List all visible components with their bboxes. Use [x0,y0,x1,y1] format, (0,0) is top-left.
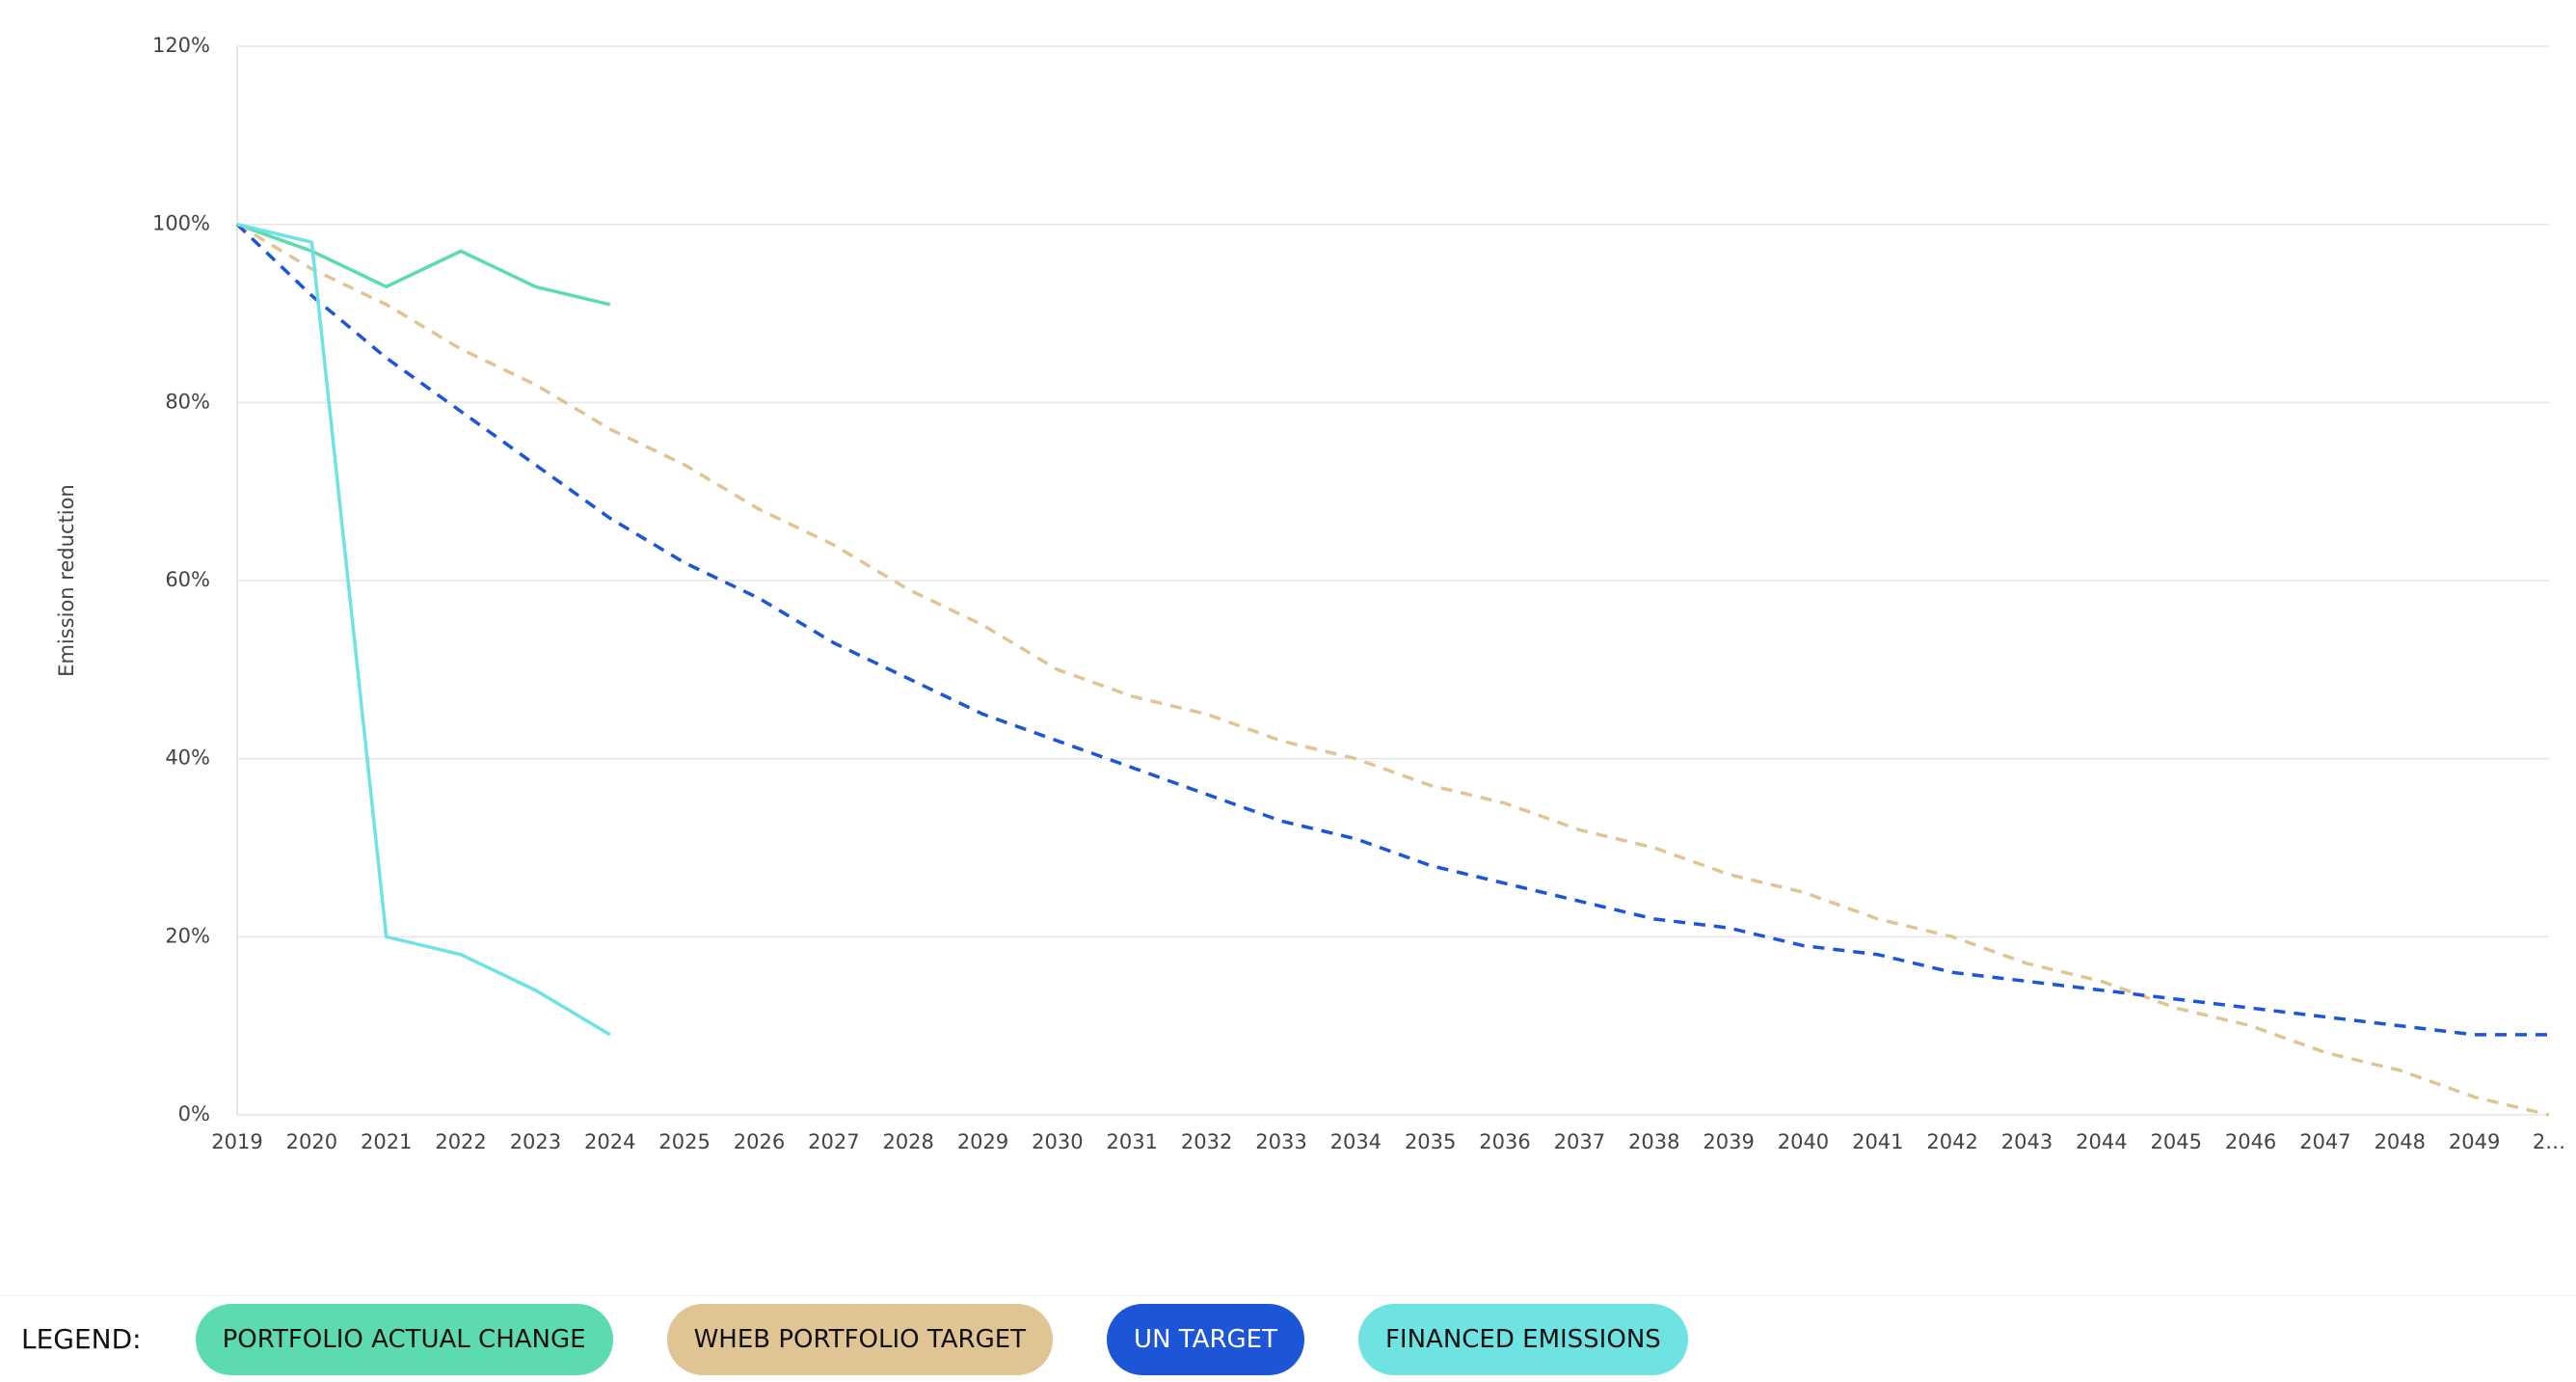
x-tick-label: 2037 [1554,1130,1605,1153]
x-tick-label: 2020 [286,1130,337,1153]
x-tick-label: 2042 [1926,1130,1977,1153]
chart: Emission reduction 0% 20% 40% 60% 80% 100% 120… [55,34,2565,1153]
y-tick-label: 100% [152,212,210,235]
series-line [236,223,2550,1117]
x-tick-label: 2026 [734,1130,785,1153]
x-tick-label: 2038 [1628,1130,1679,1153]
x-tick-label: 2046 [2225,1130,2276,1153]
x-tick-label: 2023 [510,1130,561,1153]
x-tick-label: 2034 [1330,1130,1382,1153]
x-tick-label: 2044 [2076,1130,2127,1153]
legend-item[interactable]: UN TARGET [1107,1303,1304,1375]
y-tick-label: 0% [178,1102,210,1125]
x-tick-label: 2033 [1255,1130,1306,1153]
x-tick-label: 2029 [957,1130,1008,1153]
x-tick-label: 2027 [808,1130,859,1153]
x-tick-label: 2035 [1405,1130,1456,1153]
x-tick-label: 2047 [2299,1130,2350,1153]
x-tick-label: 2043 [2001,1130,2053,1153]
series-line [236,223,611,307]
x-tick-label: 2048 [2375,1130,2426,1153]
x-tick-label: 2024 [584,1130,635,1153]
x-tick-label: 2040 [1778,1130,1829,1153]
y-tick-label: 120% [152,34,210,57]
x-tick-label: 2032 [1181,1130,1232,1153]
legend-label: LEGEND: [21,1323,142,1355]
x-tick-label: 2031 [1107,1130,1158,1153]
legend-item[interactable]: WHEB PORTFOLIO TARGET [666,1303,1054,1375]
y-tick-label: 20% [165,924,210,947]
y-tick-label: 80% [165,390,210,413]
x-tick-label: 2049 [2449,1130,2500,1153]
x-tick-label: 2… [2533,1130,2565,1153]
x-tick-label: 2030 [1032,1130,1083,1153]
x-tick-label: 2045 [2150,1130,2201,1153]
legend-item[interactable]: PORTFOLIO ACTUAL CHANGE [195,1303,613,1375]
legend: LEGEND: PORTFOLIO ACTUAL CHANGE WHEB PORT… [0,1295,2576,1382]
x-tick-label: 2039 [1703,1130,1754,1153]
x-tick-label: 2019 [211,1130,262,1153]
x-tick-label: 2041 [1852,1130,1903,1153]
x-tick-label: 2021 [361,1130,412,1153]
x-tick-label: 2036 [1479,1130,1530,1153]
y-tick-label: 60% [165,568,210,591]
x-tick-label: 2028 [882,1130,933,1153]
legend-item[interactable]: FINANCED EMISSIONS [1357,1303,1688,1375]
series-line [236,222,611,1037]
y-tick-label: 40% [165,746,210,770]
x-tick-label: 2025 [658,1130,710,1153]
series-line [235,223,2549,1037]
y-axis-label: Emission reduction [55,484,78,677]
x-tick-label: 2022 [435,1130,486,1153]
